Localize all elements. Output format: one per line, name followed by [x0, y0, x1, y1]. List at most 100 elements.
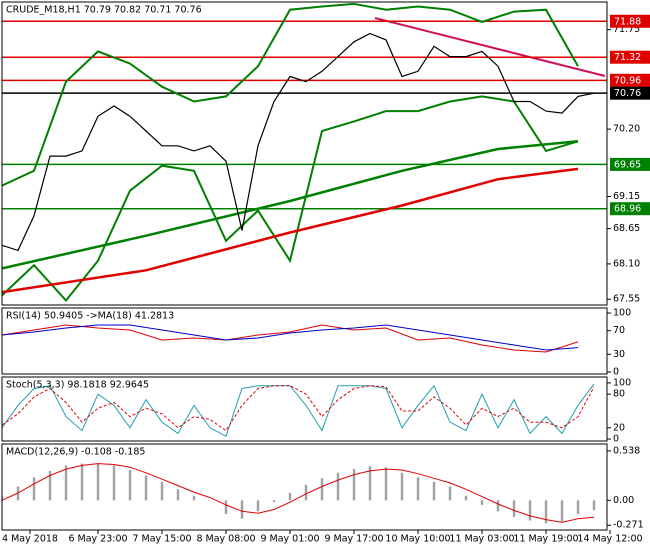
series-line — [2, 2, 579, 187]
level-label: 70.76 — [614, 88, 641, 99]
y-tick-label: 100 — [613, 308, 631, 319]
y-tick-label: 68.65 — [613, 223, 640, 234]
macd-bar — [560, 500, 564, 522]
y-tick-label: 80 — [613, 389, 625, 400]
macd-bar — [576, 500, 580, 515]
panel-title: MACD(12,26,9) -0.108 -0.185 — [6, 447, 145, 458]
level-label: 71.88 — [614, 16, 641, 27]
macd-bar — [352, 469, 356, 501]
x-tick-label: 10 May 10:00 — [385, 534, 450, 545]
macd-bar — [32, 477, 36, 501]
y-tick-label: 0 — [613, 366, 619, 377]
macd-bar — [336, 472, 340, 501]
x-tick-label: 6 May 23:00 — [68, 534, 127, 545]
y-tick-label: 68.10 — [613, 258, 640, 269]
macd-bar — [288, 492, 292, 501]
series-line — [2, 385, 595, 432]
series-line — [2, 463, 595, 523]
macd-bar — [272, 500, 276, 503]
series-line — [2, 95, 579, 303]
macd-bar — [192, 495, 196, 501]
panel-frame — [1, 307, 608, 375]
level-label: 70.96 — [614, 75, 641, 86]
x-tick-label: 7 May 15:00 — [132, 534, 191, 545]
macd-bar — [320, 478, 324, 501]
series-line — [2, 32, 595, 252]
series-line — [2, 167, 579, 294]
plot-area — [2, 2, 607, 303]
macd-bar — [144, 475, 148, 501]
macd-bar — [544, 500, 548, 524]
y-tick-label: 30 — [613, 349, 625, 360]
panel-frame — [1, 443, 608, 531]
macd-bar — [208, 500, 212, 501]
level-label: 69.65 — [614, 159, 641, 170]
macd-bar — [2, 495, 4, 501]
y-tick-label: 100 — [613, 377, 631, 388]
x-tick-label: 11 May 19:00 — [513, 534, 578, 545]
macd-bar — [64, 465, 68, 501]
macd-bar — [256, 500, 260, 512]
macd-bar — [368, 466, 372, 501]
y-tick-label: 67.55 — [613, 294, 640, 305]
x-tick-label: 8 May 08:00 — [196, 534, 255, 545]
macd-bar — [464, 495, 468, 501]
y-tick-label: 70.20 — [613, 124, 640, 135]
level-label-box — [610, 202, 650, 216]
trend-line — [374, 17, 606, 77]
panel-title: RSI(14) 50.9405 ->MA(18) 41.2813 — [6, 311, 174, 322]
macd-bar — [224, 500, 228, 515]
macd-bar — [128, 470, 132, 501]
series-line — [2, 140, 579, 270]
level-label-box — [610, 14, 650, 28]
macd-bar — [528, 500, 532, 521]
x-tick-label: 9 May 01:00 — [260, 534, 319, 545]
y-tick-label: 69.15 — [613, 191, 640, 202]
panel-frame — [1, 1, 608, 306]
macd-bar — [112, 465, 116, 501]
macd-bar — [80, 463, 84, 501]
y-tick-label: 20 — [613, 422, 625, 433]
series-line — [2, 324, 579, 353]
panel-title: CRUDE_M18,H1 70.79 70.82 70.71 70.76 — [6, 5, 202, 16]
plot-area — [2, 383, 595, 437]
macd-bar — [512, 500, 516, 517]
x-tick-label: 11 May 03:00 — [449, 534, 514, 545]
panel-frame — [1, 376, 608, 442]
level-label: 68.96 — [614, 204, 641, 215]
plot-area — [2, 324, 579, 353]
y-tick-label: 0 — [613, 434, 619, 445]
x-tick-label: 4 May 2018 — [2, 534, 58, 545]
macd-bar — [416, 477, 420, 501]
macd-bar — [176, 489, 180, 501]
macd-bar — [400, 472, 404, 501]
macd-bar — [480, 500, 484, 505]
level-label-box — [610, 50, 650, 64]
macd-bar — [48, 470, 52, 501]
macd-bar — [432, 481, 436, 501]
macd-bar — [592, 500, 596, 511]
macd-bar — [160, 481, 164, 501]
y-tick-label: -0.271 — [613, 520, 644, 531]
macd-bar — [304, 484, 308, 501]
macd-bar — [496, 500, 500, 512]
macd-bar — [448, 486, 452, 501]
series-line — [2, 383, 595, 437]
macd-bar — [384, 467, 388, 501]
level-label-box — [610, 157, 650, 171]
y-tick-label: 70 — [613, 325, 625, 336]
level-label-box — [610, 73, 650, 87]
x-tick-label: 9 May 17:00 — [324, 534, 383, 545]
panel-title: Stoch(5,3,3) 98.1818 92.9645 — [6, 380, 149, 391]
y-tick-label: 71.75 — [613, 24, 640, 35]
level-label-box — [610, 86, 650, 100]
x-tick-label: 14 May 12:00 — [577, 534, 642, 545]
y-tick-label: 0.538 — [613, 445, 640, 456]
series-line — [2, 324, 579, 351]
level-label: 71.32 — [614, 52, 641, 63]
macd-bar — [240, 500, 244, 519]
macd-bar — [96, 463, 100, 501]
y-tick-label: 0.00 — [613, 495, 634, 506]
